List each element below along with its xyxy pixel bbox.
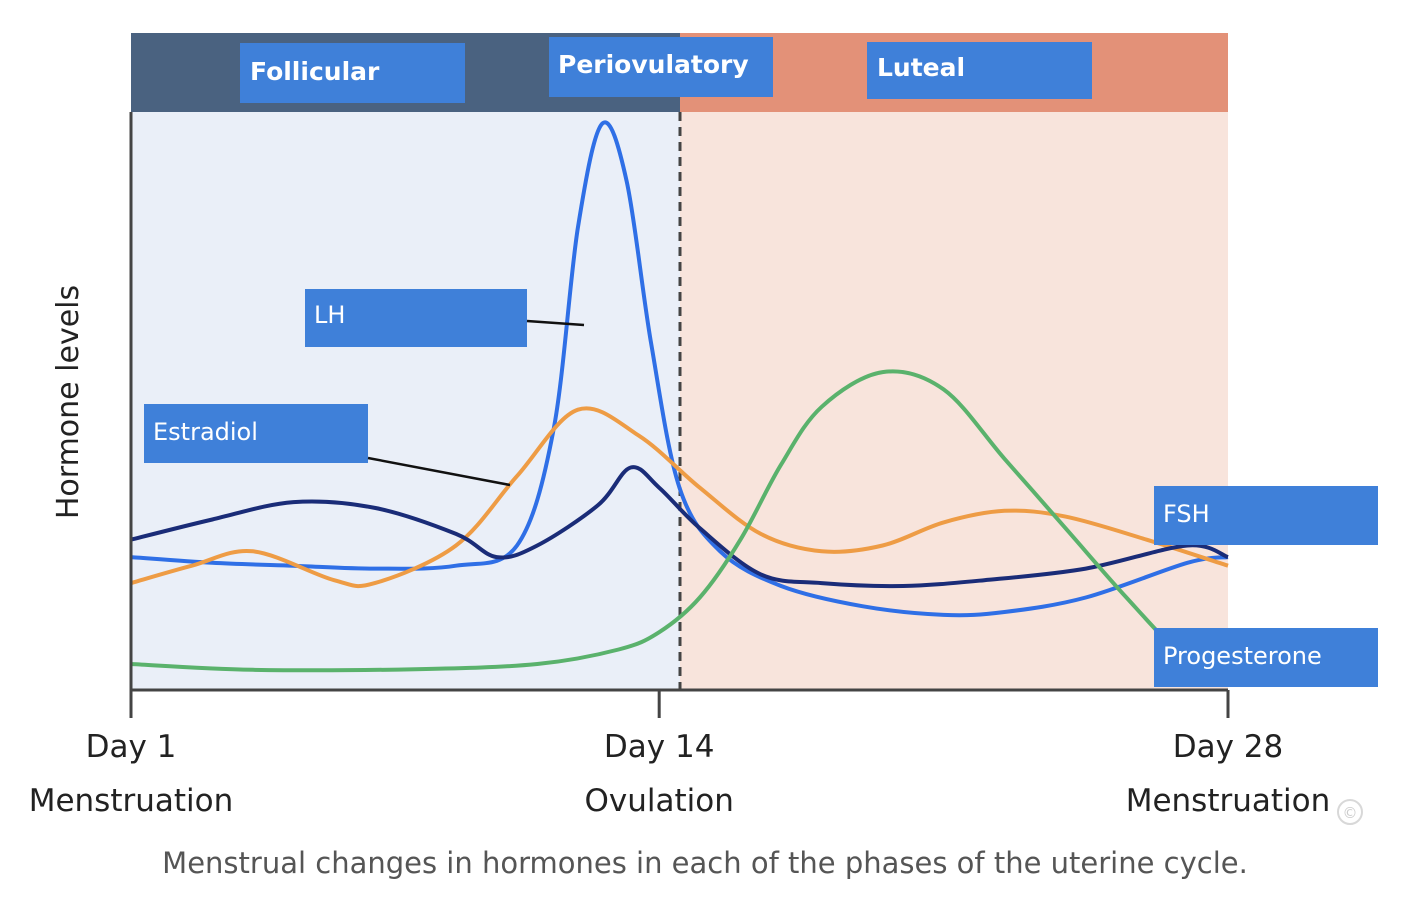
legend-lh: LH — [305, 289, 585, 347]
series-layer — [130, 120, 1229, 686]
x-tick-label: Day 14 — [604, 729, 715, 765]
estradiol-leader-line — [367, 456, 511, 487]
progesterone-label-text: Progesterone — [1163, 642, 1322, 670]
legend-fsh: FSH — [1154, 486, 1378, 545]
luteal-text: Luteal — [877, 53, 965, 82]
series-line-lh — [130, 120, 1229, 618]
x-tick-label: Day 28 — [1173, 729, 1284, 765]
x-tick-label: Day 1 — [86, 729, 177, 765]
phase-label-luteal: Luteal — [867, 42, 1092, 99]
follicular-text: Follicular — [250, 57, 380, 86]
phase-label-follicular: Follicular — [240, 43, 465, 103]
follicular-background — [131, 112, 680, 690]
series-line-fsh — [130, 465, 1229, 589]
fsh-label-text: FSH — [1163, 500, 1210, 528]
x-tick-sublabel: Menstruation — [29, 783, 234, 819]
estradiol-label-text: Estradiol — [153, 418, 258, 446]
y-axis-label: Hormone levels — [51, 285, 86, 519]
x-ticks: Day 1 Menstruation Day 14 Ovulation Day 28 Me… — [29, 690, 1331, 819]
phase-label-periovulatory: Periovulatory — [549, 37, 773, 97]
lh-leader-line — [526, 319, 585, 327]
legend-estradiol: Estradiol — [144, 404, 511, 487]
lh-label-text: LH — [314, 301, 345, 329]
x-tick-sublabel: Menstruation — [1126, 783, 1331, 819]
legend-progesterone: Progesterone — [1154, 628, 1378, 687]
copyright-icon: © — [1337, 799, 1363, 825]
series-line-estradiol — [130, 406, 1229, 589]
periovulatory-text: Periovulatory — [558, 50, 749, 79]
figure-caption: Menstrual changes in hormones in each of… — [162, 846, 1248, 880]
copyright-text: © — [1343, 804, 1358, 822]
x-tick-sublabel: Ovulation — [584, 783, 733, 819]
series-line-progesterone — [130, 369, 1229, 686]
